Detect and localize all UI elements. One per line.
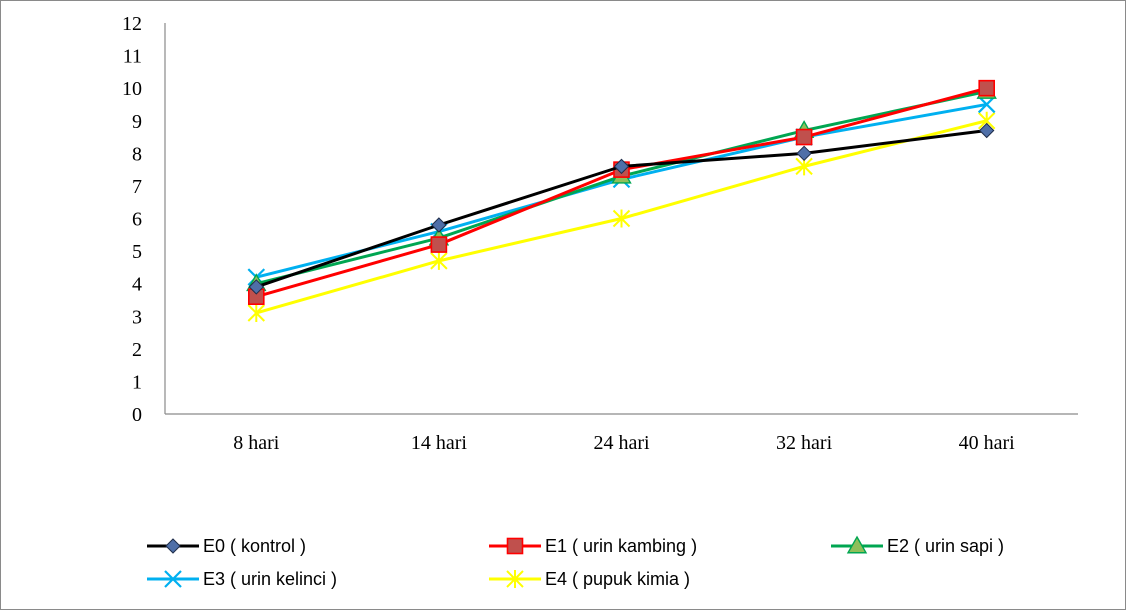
- y-tick-label: 11: [123, 46, 142, 68]
- x-tick-label: 8 hari: [233, 432, 280, 454]
- y-tick-label: 4: [132, 274, 142, 296]
- data-point: [978, 79, 996, 97]
- y-tick-label: 7: [132, 176, 142, 198]
- y-tick-label: 0: [132, 404, 142, 426]
- series-2: [246, 81, 997, 292]
- y-tick-label: 9: [132, 111, 142, 133]
- legend-marker: [164, 570, 182, 588]
- y-tick-label: 6: [132, 209, 142, 231]
- legend-item: E3 ( urin kelinci ): [147, 569, 337, 589]
- data-point: [796, 145, 812, 162]
- series-line: [255, 89, 988, 286]
- y-tick-label: 3: [132, 306, 142, 328]
- y-tick-label: 2: [132, 339, 142, 361]
- data-point: [248, 279, 265, 295]
- x-tick-labels: 8 hari 14 hari 24 hari 32 hari 40 hari: [233, 432, 1015, 454]
- series-line: [255, 129, 987, 289]
- data-point: [978, 122, 995, 139]
- axes: [164, 23, 1078, 415]
- series-4: [247, 111, 996, 322]
- data-point: [977, 95, 996, 114]
- data-point: [795, 128, 813, 146]
- legend-label: E2 ( urin sapi ): [887, 536, 1004, 556]
- legend-marker: [506, 537, 524, 555]
- legend-marker: [846, 535, 868, 554]
- legend-marker: [506, 570, 524, 588]
- legend-label: E0 ( kontrol ): [203, 536, 306, 556]
- data-point: [430, 236, 448, 253]
- data-point: [613, 158, 630, 175]
- series-group: [246, 79, 997, 322]
- series-0: [248, 122, 995, 295]
- legend-item: E1 ( urin kambing ): [489, 536, 697, 556]
- legend-item: E4 ( pupuk kimia ): [489, 569, 690, 589]
- data-point: [431, 217, 447, 233]
- x-tick-label: 40 hari: [959, 432, 1016, 454]
- data-point: [430, 251, 448, 270]
- y-tick-label: 1: [132, 371, 142, 393]
- y-tick-label: 12: [122, 13, 142, 35]
- legend-item: E2 ( urin sapi ): [831, 535, 1004, 556]
- legend-label: E1 ( urin kambing ): [545, 536, 697, 556]
- data-point: [247, 303, 266, 322]
- legend-item: E0 ( kontrol ): [147, 536, 306, 556]
- legend-label: E4 ( pupuk kimia ): [545, 569, 690, 589]
- y-tick-label: 8: [132, 143, 142, 165]
- y-tick-label: 5: [132, 241, 142, 263]
- legend-label: E3 ( urin kelinci ): [203, 569, 337, 589]
- data-point: [612, 209, 631, 228]
- y-tick-label: 10: [122, 78, 142, 100]
- legend-marker: [165, 538, 181, 554]
- series-line: [255, 86, 988, 299]
- x-tick-label: 32 hari: [776, 432, 833, 454]
- x-tick-label: 24 hari: [593, 432, 650, 454]
- legend: E0 ( kontrol ) E1 ( urin kambing ) E2 ( ur…: [147, 535, 1004, 589]
- x-tick-label: 14 hari: [411, 432, 468, 454]
